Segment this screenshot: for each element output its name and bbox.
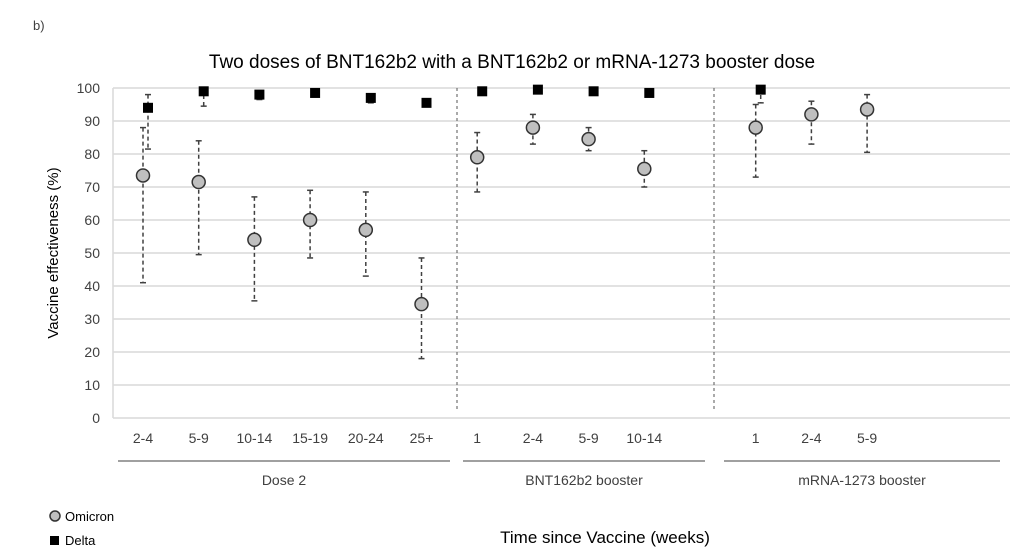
y-tick-label: 80 [84, 146, 100, 162]
x-axis-label: Time since Vaccine (weeks) [500, 528, 710, 547]
omicron-point [247, 232, 262, 248]
omicron-point [637, 161, 652, 177]
x-tick-label: 5-9 [578, 430, 598, 446]
omicron-point [581, 131, 596, 147]
delta-point [588, 86, 599, 97]
legend-delta-label: Delta [65, 533, 96, 548]
y-tick-label: 10 [84, 377, 100, 393]
x-tick-label: 10-14 [236, 430, 272, 446]
legend-omicron-marker [49, 510, 61, 522]
x-tick-label: 2-4 [801, 430, 821, 446]
y-tick-label: 50 [84, 245, 100, 261]
omicron-point [804, 107, 819, 122]
panel-label: b) [33, 18, 45, 33]
omicron-point [358, 222, 374, 238]
legend-delta-marker [50, 536, 59, 545]
legend-omicron-label: Omicron [65, 509, 114, 524]
omicron-point [135, 168, 151, 183]
delta-point [365, 92, 376, 103]
delta-point [198, 86, 209, 97]
y-tick-label: 20 [84, 344, 100, 360]
x-tick-label: 5-9 [189, 430, 209, 446]
omicron-point [525, 120, 541, 135]
x-tick-label: 20-24 [348, 430, 384, 446]
y-tick-label: 30 [84, 311, 100, 327]
group-label: Dose 2 [262, 472, 307, 488]
delta-point [421, 97, 432, 108]
y-axis-label: Vaccine effectiveness (%) [45, 167, 62, 338]
chart-title: Two doses of BNT162b2 with a BNT162b2 or… [209, 52, 815, 73]
y-tick-label: 40 [84, 278, 100, 294]
y-tick-label: 70 [84, 179, 100, 195]
omicron-point [302, 212, 318, 228]
delta-point [310, 87, 321, 98]
omicron-point [191, 174, 206, 190]
x-tick-label: 2-4 [523, 430, 543, 446]
y-tick-label: 90 [84, 113, 100, 129]
x-tick-label: 1 [473, 430, 481, 446]
delta-point [477, 86, 488, 97]
x-tick-label: 25+ [410, 430, 434, 446]
group-label: mRNA-1273 booster [798, 472, 926, 488]
delta-point [143, 102, 153, 113]
x-tick-label: 15-19 [292, 430, 328, 446]
delta-point [755, 84, 766, 95]
y-tick-label: 60 [84, 212, 100, 228]
x-tick-label: 1 [752, 430, 760, 446]
omicron-point [469, 150, 485, 165]
delta-point [254, 89, 265, 100]
omicron-point [859, 102, 875, 117]
y-tick-label: 0 [92, 410, 100, 426]
group-label: BNT162b2 booster [525, 472, 643, 488]
x-tick-label: 10-14 [626, 430, 662, 446]
delta-point [532, 84, 543, 95]
x-tick-label: 2-4 [133, 430, 153, 446]
omicron-point [414, 296, 429, 312]
omicron-point [748, 120, 763, 135]
y-tick-label: 100 [77, 80, 101, 96]
x-tick-label: 5-9 [857, 430, 877, 446]
delta-point [644, 87, 655, 98]
